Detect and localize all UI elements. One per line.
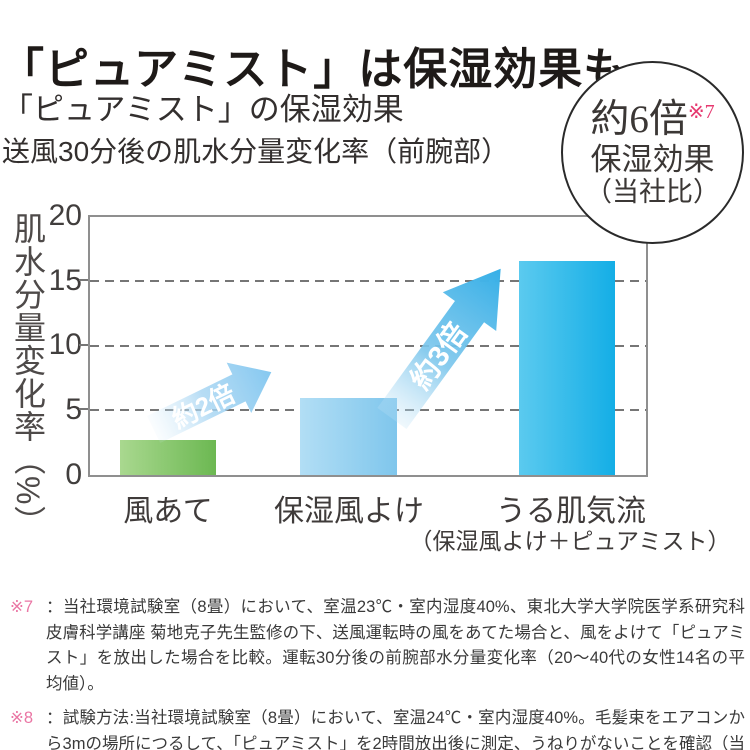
badge-multiplier: 約6倍※7 [590, 98, 714, 142]
x-label-hoshitsu-kazeyoke: 保湿風よけ [274, 495, 424, 528]
footnote-8: ※8 ：試験方法:当社環境試験室（8畳）において、室温24℃・室内湿度40%。毛髪… [8, 706, 745, 750]
footnote-8-separator: ： [46, 709, 63, 728]
arrow-3x-annotation: 約3倍 [377, 268, 501, 430]
bar-kaze-ate [120, 440, 216, 475]
footnote-7-separator: ： [46, 598, 63, 616]
y-tick-label-20: 20 [48, 199, 82, 232]
page-title: 「ピュアミスト」は保湿効果も。 [0, 45, 674, 95]
footnote-8-text: 試験方法:当社環境試験室（8畳）において、室温24℃・室内湿度40%。毛髪束をエ… [46, 709, 745, 750]
gridline-10 [90, 345, 646, 347]
arrow-2x-label: 約2倍 [167, 378, 240, 434]
x-label-uruhada-kiryu: うる肌気流 [496, 495, 646, 528]
y-axis-tick [79, 279, 88, 281]
x-label-kaze-ate: 風あて [123, 495, 213, 528]
arrow-2x-annotation: 約2倍 [147, 362, 272, 443]
chart-title: 「ピュアミスト」の保湿効果 [2, 92, 404, 127]
y-axis-tick [79, 408, 88, 410]
badge-multiplier-text: 約6倍 [590, 97, 688, 141]
y-tick-label-10: 10 [48, 328, 82, 361]
badge-comparison-label: （当社比） [585, 176, 720, 207]
gridline-15 [90, 280, 646, 282]
x-label-note: （保湿風よけ＋ピュアミスト） [409, 528, 731, 554]
badge-reference-mark: ※7 [687, 100, 715, 123]
y-tick-label-5: 5 [65, 393, 82, 426]
chart-subtitle: 送風30分後の肌水分量変化率（前腕部） [2, 136, 510, 167]
footnotes-section: ※7 ：当社環境試験室（8畳）において、室温23℃・室内湿度40%、東北大学大学院… [8, 595, 745, 750]
y-axis-title: 肌水分量変化率（%） [10, 212, 46, 539]
badge-effect-label: 保湿効果 [590, 141, 715, 177]
footnote-8-marker: ※8 [10, 709, 34, 728]
y-tick-label-15: 15 [48, 264, 82, 297]
effect-badge: 約6倍※7 保湿効果 （当社比） [561, 61, 744, 244]
y-tick-label-0: 0 [65, 458, 82, 491]
arrow-2x-shape: 約2倍 [147, 362, 272, 443]
footnote-7-marker: ※7 [10, 598, 34, 616]
y-axis-tick [79, 344, 88, 346]
footnote-7-text: 当社環境試験室（8畳）において、室温23℃・室内湿度40%、東北大学大学院医学系… [46, 598, 746, 693]
footnote-7: ※7 ：当社環境試験室（8畳）において、室温23℃・室内湿度40%、東北大学大学院… [8, 595, 745, 697]
bar-chart-plot-area [88, 215, 648, 477]
bar-hoshitsu-kazeyoke [300, 398, 397, 475]
bar-uruhada-kiryu [519, 261, 615, 475]
arrow-3x-shape: 約3倍 [377, 268, 501, 430]
